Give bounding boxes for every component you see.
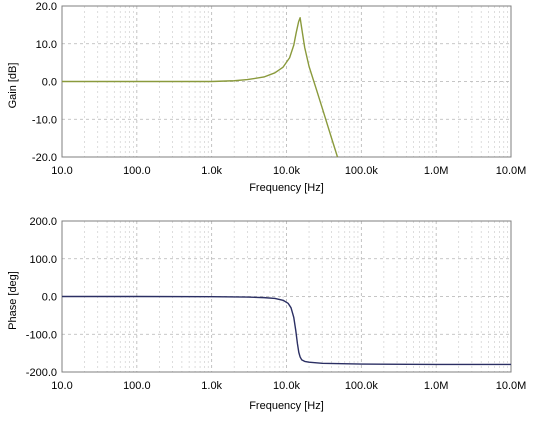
- x-tick-label: 100.0k: [345, 165, 379, 177]
- x-tick-label: 10.0M: [496, 165, 527, 177]
- y-tick-label: -200.0: [26, 367, 57, 379]
- x-tick-label: 10.0: [51, 380, 72, 392]
- x-tick-label: 1.0M: [424, 380, 448, 392]
- y-tick-label: 200.0: [29, 216, 57, 228]
- y-tick-label: 0.0: [42, 292, 57, 304]
- x-tick-label: 1.0k: [201, 380, 222, 392]
- x-tick-label: 100.0k: [345, 380, 379, 392]
- y-tick-label: -20.0: [32, 152, 57, 164]
- chart-panel-1: 20.010.00.0-10.0-20.010.0 100.0 1.0k 10.0k 1…: [7, 1, 526, 194]
- y-tick-label: 0.0: [42, 77, 57, 89]
- x-tick-label: 10.0M: [496, 380, 527, 392]
- y-axis-label: Gain [dB]: [7, 63, 19, 109]
- x-tick-label: 100.0: [123, 380, 151, 392]
- x-tick-label: 10.0k: [273, 380, 300, 392]
- x-axis-label: Frequency [Hz]: [249, 182, 324, 194]
- x-tick-label: 100.0: [123, 165, 151, 177]
- x-tick-label: 10.0k: [273, 165, 300, 177]
- x-tick-label: 10.0: [51, 165, 72, 177]
- series-line-1-1: [62, 17, 339, 157]
- x-tick-label: 1.0M: [424, 165, 448, 177]
- y-tick-label: 10.0: [36, 39, 57, 51]
- y-tick-label: 100.0: [29, 254, 57, 266]
- y-tick-label: -100.0: [26, 329, 57, 341]
- y-axis-label: Phase [deg]: [7, 271, 19, 330]
- series-line-2-1: [62, 295, 511, 366]
- y-tick-label: -10.0: [32, 114, 57, 126]
- x-axis-label: Frequency [Hz]: [249, 400, 324, 412]
- x-tick-label: 1.0k: [201, 165, 222, 177]
- y-tick-label: 20.0: [36, 1, 57, 13]
- chart-panel-2: 200.0 100.0 0.0 -100.0 -200.010.0 100.0 1.0k 10…: [7, 216, 526, 412]
